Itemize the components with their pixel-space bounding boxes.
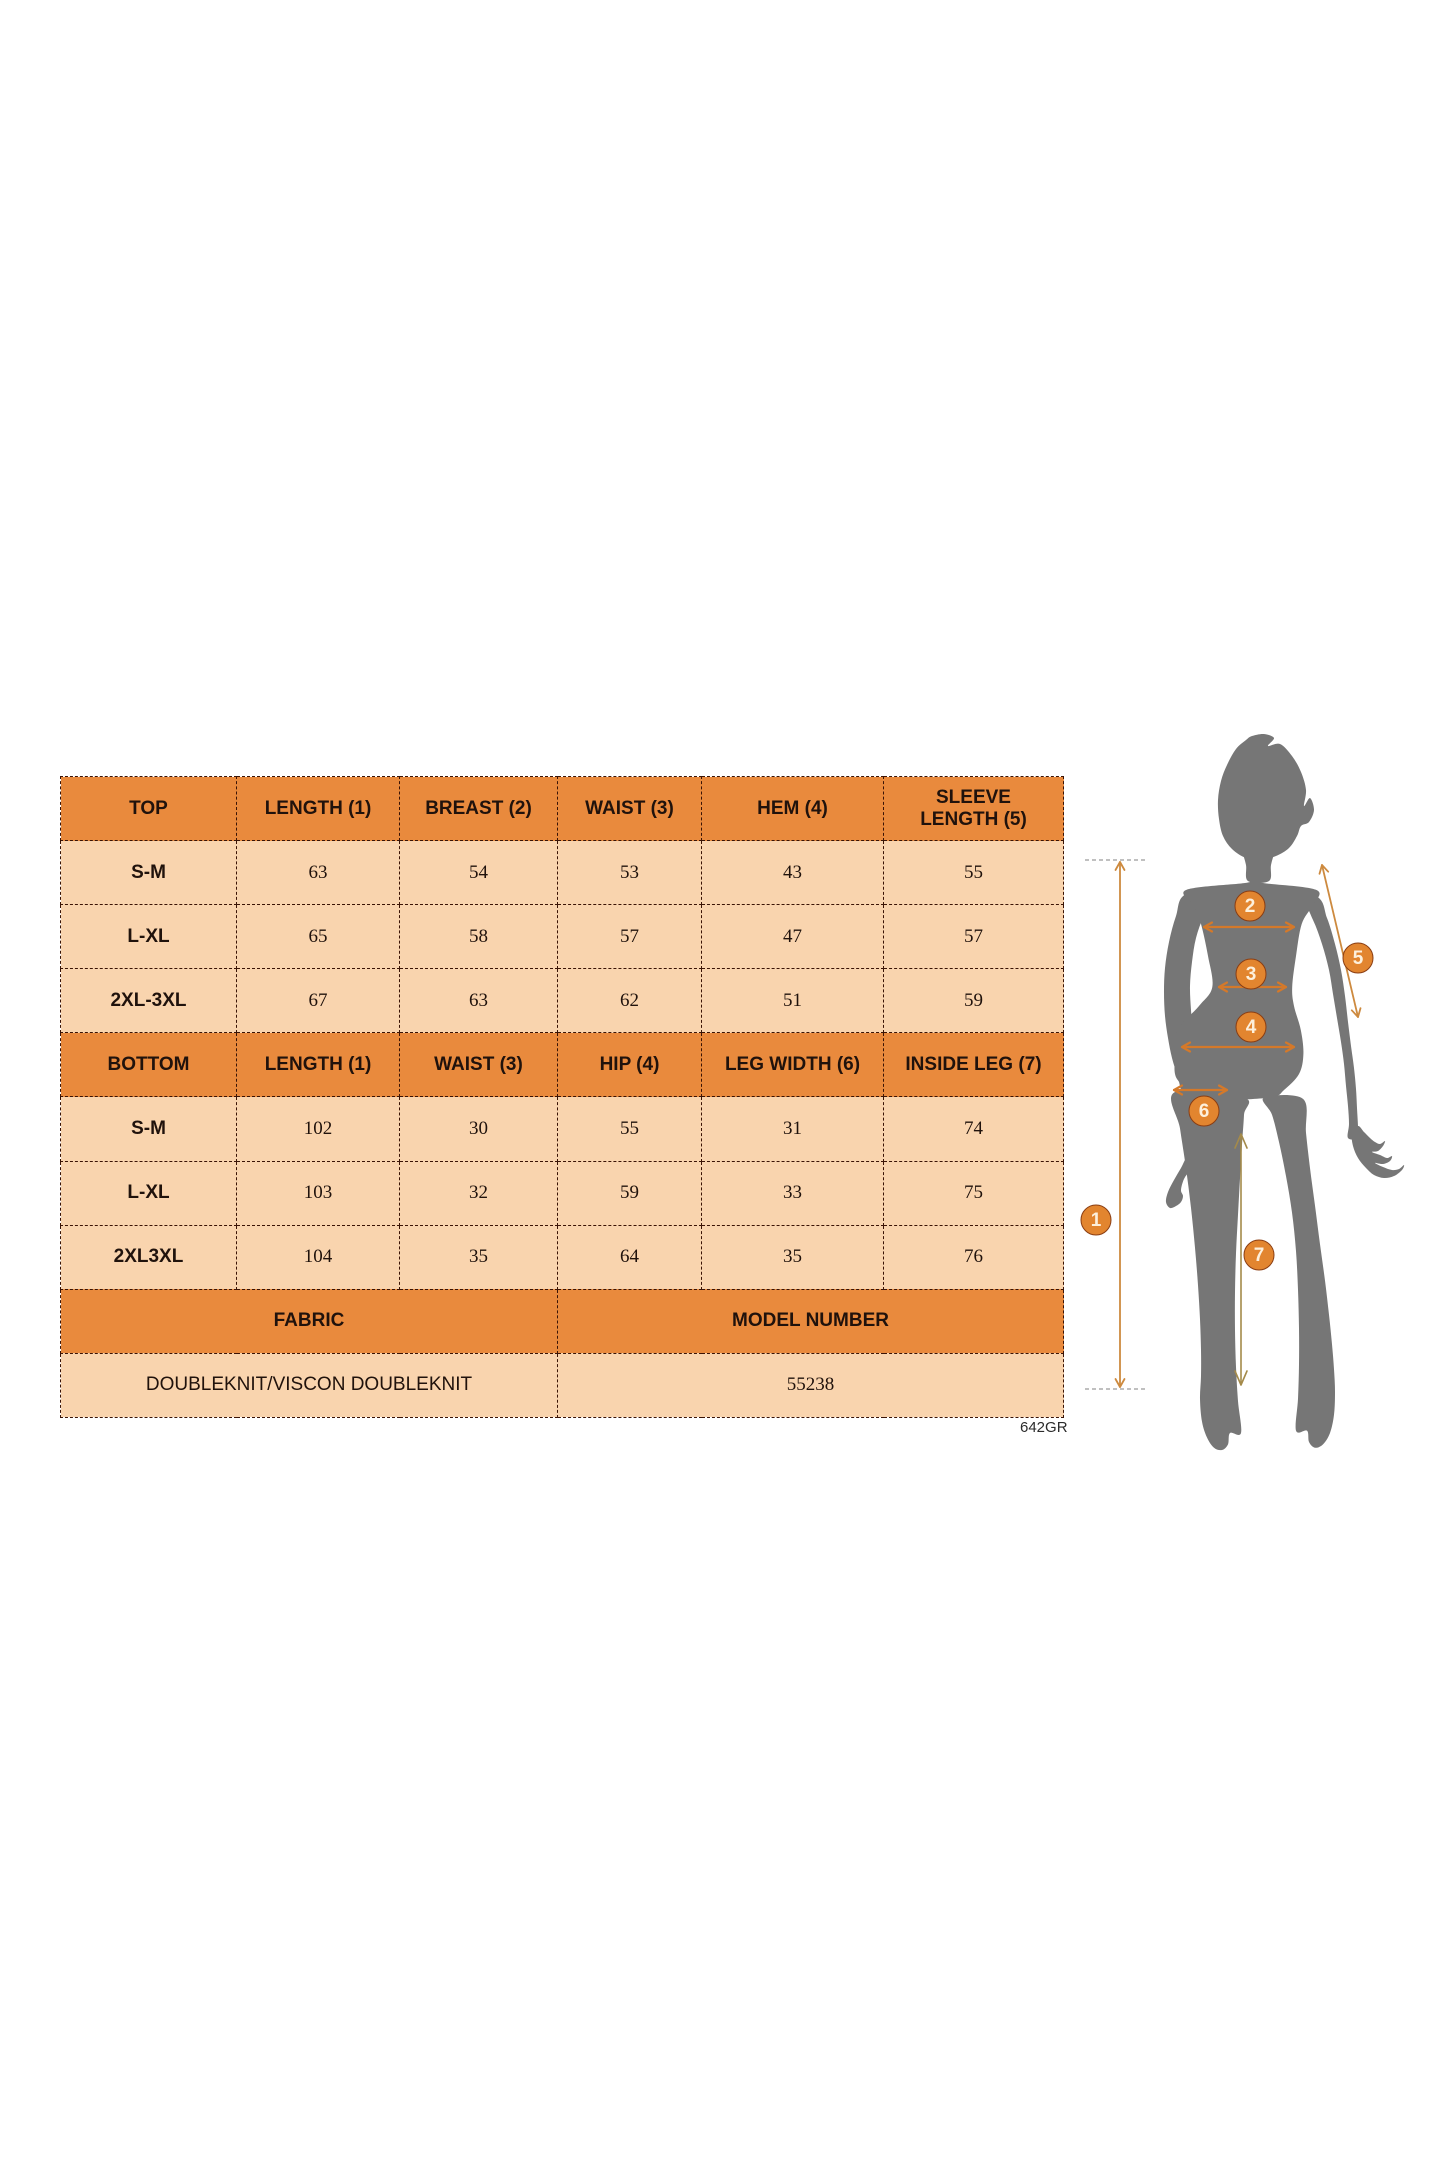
svg-text:4: 4: [1246, 1017, 1257, 1038]
svg-text:6: 6: [1199, 1101, 1210, 1122]
svg-text:5: 5: [1353, 948, 1364, 969]
svg-text:7: 7: [1254, 1245, 1265, 1266]
svg-text:1: 1: [1091, 1210, 1102, 1231]
svg-text:3: 3: [1246, 964, 1257, 985]
svg-text:2: 2: [1245, 896, 1256, 917]
